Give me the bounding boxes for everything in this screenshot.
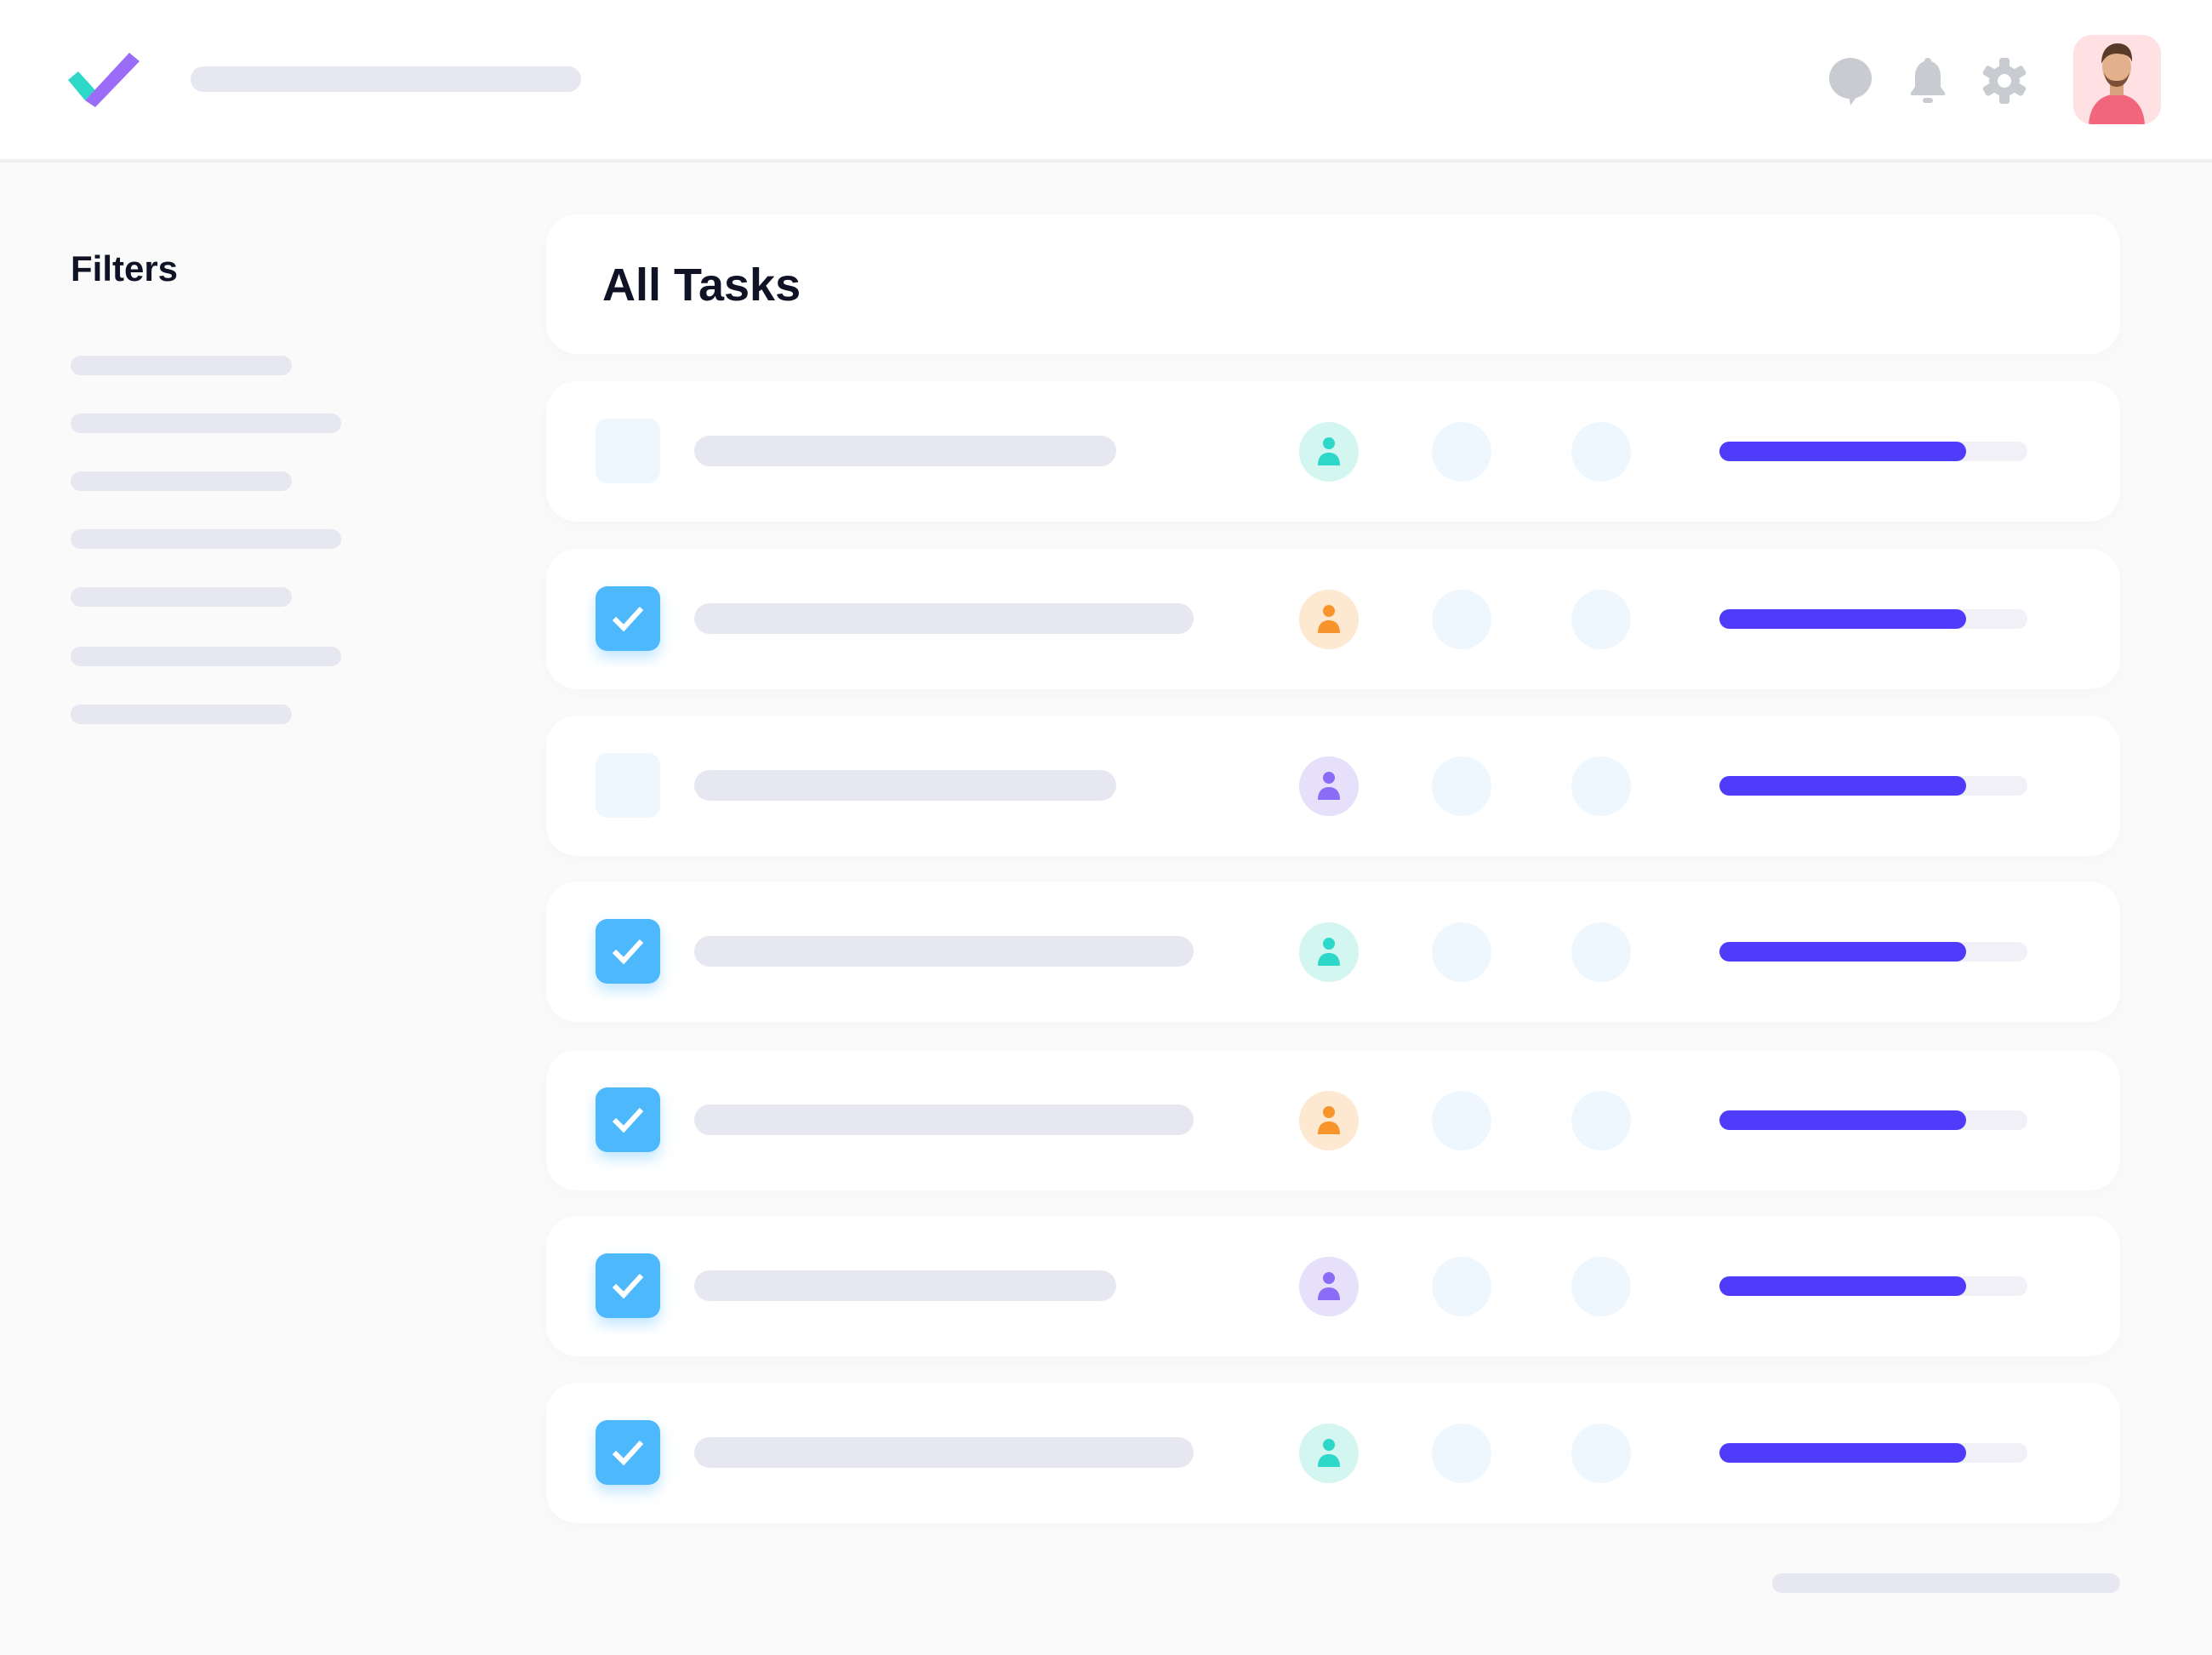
progress-fill <box>1719 609 1966 629</box>
person-icon <box>1318 938 1340 966</box>
avatar-photo-icon <box>2089 43 2145 124</box>
task-title-placeholder <box>694 936 1194 967</box>
filter-item[interactable] <box>71 529 341 549</box>
task-row[interactable] <box>546 1050 2120 1190</box>
progress-fill <box>1719 1276 1966 1296</box>
empty-avatar-slot[interactable] <box>1571 1257 1631 1316</box>
tasks-header-card: All Tasks <box>546 214 2120 354</box>
task-progress-bar <box>1719 1443 2027 1463</box>
task-progress-bar <box>1719 442 2027 461</box>
progress-fill <box>1719 1110 1966 1130</box>
empty-avatar-slot[interactable] <box>1432 1091 1491 1150</box>
filters-title: Filters <box>71 248 179 288</box>
person-icon <box>1318 1106 1340 1134</box>
task-title-placeholder <box>694 603 1194 634</box>
filter-item[interactable] <box>71 414 341 433</box>
assignee-avatar[interactable] <box>1299 922 1359 982</box>
task-row[interactable] <box>546 381 2120 522</box>
task-row[interactable] <box>546 882 2120 1022</box>
empty-avatar-slot[interactable] <box>1432 756 1491 816</box>
empty-avatar-slot[interactable] <box>1432 422 1491 482</box>
person-icon <box>1318 1439 1340 1467</box>
empty-avatar-slot[interactable] <box>1432 1257 1491 1316</box>
assignee-avatar[interactable] <box>1299 1257 1359 1316</box>
page-title: All Tasks <box>602 260 801 311</box>
task-title-placeholder <box>694 1104 1194 1135</box>
check-icon <box>612 1273 644 1299</box>
empty-avatar-slot[interactable] <box>1571 1091 1631 1150</box>
task-row[interactable] <box>546 716 2120 856</box>
task-row[interactable] <box>546 549 2120 689</box>
filter-item[interactable] <box>71 705 292 724</box>
progress-fill <box>1719 1443 1966 1463</box>
empty-avatar-slot[interactable] <box>1571 756 1631 816</box>
user-avatar[interactable] <box>2073 35 2161 124</box>
task-progress-bar <box>1719 1110 2027 1130</box>
task-checkbox[interactable] <box>596 1253 660 1318</box>
person-icon <box>1318 772 1340 800</box>
filter-item[interactable] <box>71 471 292 491</box>
pagination-placeholder-bar[interactable] <box>1772 1573 2120 1593</box>
bell-icon[interactable] <box>1904 56 1952 106</box>
task-title-placeholder <box>694 1270 1116 1301</box>
gear-icon[interactable] <box>1981 56 2028 106</box>
assignee-avatar[interactable] <box>1299 756 1359 816</box>
task-row[interactable] <box>546 1216 2120 1356</box>
check-icon <box>612 1107 644 1133</box>
task-title-placeholder <box>694 770 1116 801</box>
task-title-placeholder <box>694 1437 1194 1468</box>
progress-fill <box>1719 776 1966 796</box>
progress-fill <box>1719 942 1966 962</box>
assignee-avatar[interactable] <box>1299 1091 1359 1150</box>
check-icon <box>612 939 644 965</box>
task-checkbox[interactable] <box>596 1087 660 1152</box>
task-row[interactable] <box>546 1383 2120 1523</box>
task-checkbox[interactable] <box>596 919 660 984</box>
check-logo-icon[interactable] <box>68 49 141 107</box>
task-checkbox[interactable] <box>596 753 660 818</box>
task-progress-bar <box>1719 609 2027 629</box>
person-icon <box>1318 605 1340 633</box>
task-checkbox[interactable] <box>596 419 660 483</box>
assignee-avatar[interactable] <box>1299 590 1359 649</box>
task-title-placeholder <box>694 436 1116 466</box>
empty-avatar-slot[interactable] <box>1432 590 1491 649</box>
check-icon <box>612 1440 644 1466</box>
person-icon <box>1318 1272 1340 1300</box>
empty-avatar-slot[interactable] <box>1571 422 1631 482</box>
filter-item[interactable] <box>71 356 292 375</box>
task-progress-bar <box>1719 776 2027 796</box>
filter-item[interactable] <box>71 647 341 666</box>
empty-avatar-slot[interactable] <box>1432 1424 1491 1483</box>
task-progress-bar <box>1719 1276 2027 1296</box>
empty-avatar-slot[interactable] <box>1571 1424 1631 1483</box>
progress-fill <box>1719 442 1966 461</box>
filter-item[interactable] <box>71 587 292 607</box>
person-icon <box>1318 437 1340 465</box>
top-bar <box>0 0 2212 163</box>
empty-avatar-slot[interactable] <box>1432 922 1491 982</box>
task-checkbox[interactable] <box>596 586 660 651</box>
empty-avatar-slot[interactable] <box>1571 590 1631 649</box>
task-checkbox[interactable] <box>596 1420 660 1485</box>
assignee-avatar[interactable] <box>1299 1424 1359 1483</box>
empty-avatar-slot[interactable] <box>1571 922 1631 982</box>
search-placeholder-bar[interactable] <box>191 66 581 92</box>
check-icon <box>612 606 644 632</box>
chat-icon[interactable] <box>1827 56 1874 106</box>
assignee-avatar[interactable] <box>1299 422 1359 482</box>
task-progress-bar <box>1719 942 2027 962</box>
